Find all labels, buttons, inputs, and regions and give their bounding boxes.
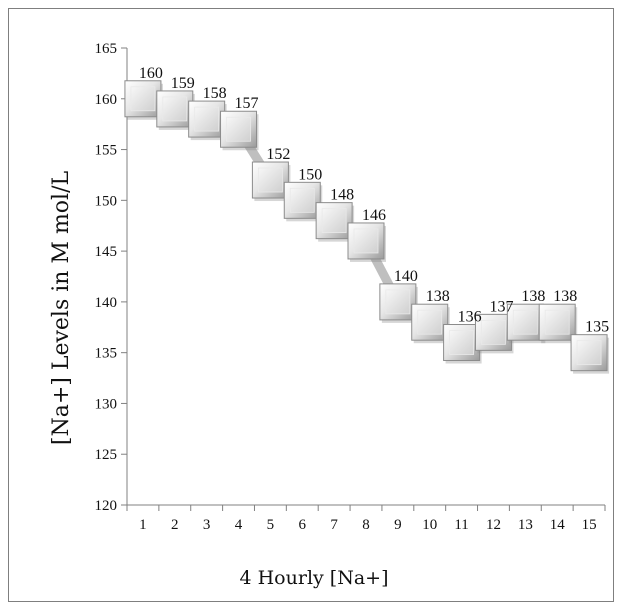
data-label: 138 xyxy=(553,288,577,305)
x-tick-label: 8 xyxy=(362,517,370,533)
x-tick-label: 10 xyxy=(422,517,437,533)
x-axis-title: 4 Hourly [Na+] xyxy=(239,567,388,589)
marker-bevel xyxy=(289,187,315,213)
marker-bevel xyxy=(226,116,251,142)
marker-bevel xyxy=(321,208,347,234)
data-label: 138 xyxy=(521,288,545,305)
data-label: 157 xyxy=(235,95,259,112)
data-label: 138 xyxy=(426,288,450,305)
data-label: 146 xyxy=(362,207,386,224)
y-tick-label: 145 xyxy=(95,244,118,260)
x-tick-label: 15 xyxy=(582,517,597,533)
data-label: 150 xyxy=(298,166,322,183)
data-label: 137 xyxy=(489,298,513,315)
y-tick-label: 125 xyxy=(95,447,118,463)
x-tick-label: 1 xyxy=(139,517,147,533)
marker-bevel xyxy=(576,340,602,366)
y-axis-title: [Na+] Levels in M mol/L xyxy=(49,170,74,445)
data-label: 135 xyxy=(585,319,609,336)
marker-bevel xyxy=(353,228,379,254)
marker-bevel xyxy=(449,330,475,355)
x-tick-label: 6 xyxy=(299,517,307,533)
x-tick-label: 12 xyxy=(486,517,501,533)
marker-bevel xyxy=(162,96,188,122)
y-tick-label: 160 xyxy=(95,92,118,108)
x-tick-label: 7 xyxy=(330,517,338,533)
data-label: 152 xyxy=(266,146,290,163)
data-label: 160 xyxy=(139,65,163,82)
data-label: 158 xyxy=(203,85,227,102)
data-point xyxy=(474,313,514,354)
x-tick-label: 14 xyxy=(550,517,566,533)
marker-bevel xyxy=(385,289,411,315)
x-tick-label: 9 xyxy=(394,517,402,533)
marker-bevel xyxy=(417,309,443,335)
x-tick-label: 4 xyxy=(235,517,243,533)
data-point xyxy=(220,110,259,151)
x-tick-label: 11 xyxy=(454,517,468,533)
x-tick-label: 5 xyxy=(267,517,275,533)
y-tick-label: 150 xyxy=(95,193,118,209)
marker-bevel xyxy=(481,319,506,345)
data-label: 140 xyxy=(394,268,418,285)
marker-bevel xyxy=(257,167,283,193)
y-tick-label: 135 xyxy=(95,346,118,362)
marker-bevel xyxy=(512,309,538,335)
data-labels: 160 159 158 157 152 150 148 146 140 138 136 137 138 1… xyxy=(139,65,609,336)
data-markers xyxy=(124,80,610,374)
x-tick-label: 13 xyxy=(518,517,533,533)
y-tick-label: 120 xyxy=(95,498,118,514)
x-tick-label: 2 xyxy=(171,517,179,533)
data-label: 159 xyxy=(171,75,195,92)
data-point xyxy=(347,222,386,262)
marker-bevel xyxy=(544,309,570,335)
data-point xyxy=(570,334,610,374)
y-tick-label: 130 xyxy=(95,396,118,412)
data-label: 148 xyxy=(330,187,354,204)
data-label: 136 xyxy=(458,309,482,326)
x-tick-label: 3 xyxy=(203,517,211,533)
marker-bevel xyxy=(194,106,220,132)
data-point xyxy=(538,303,578,344)
marker-bevel xyxy=(130,86,156,112)
y-tick-label: 140 xyxy=(95,295,118,311)
y-tick-label: 165 xyxy=(95,41,118,57)
y-tick-label: 155 xyxy=(95,143,118,159)
